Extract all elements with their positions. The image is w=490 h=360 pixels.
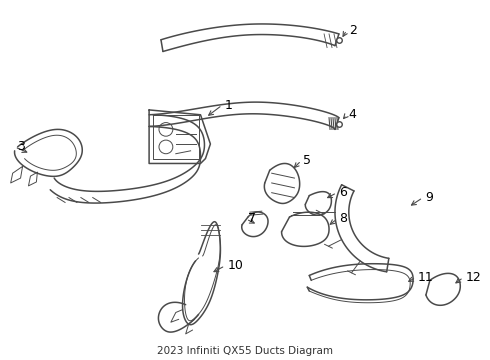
- Text: 2023 Infiniti QX55 Ducts Diagram: 2023 Infiniti QX55 Ducts Diagram: [157, 346, 333, 356]
- Text: 2: 2: [349, 23, 357, 37]
- Text: 12: 12: [466, 271, 481, 284]
- Text: 5: 5: [303, 154, 311, 167]
- Text: 4: 4: [349, 108, 357, 121]
- Text: 3: 3: [17, 140, 24, 153]
- Text: 11: 11: [418, 271, 434, 284]
- Text: 1: 1: [224, 99, 232, 112]
- Text: 7: 7: [248, 212, 256, 225]
- Text: 6: 6: [339, 186, 347, 199]
- Text: 8: 8: [339, 212, 347, 225]
- Text: 9: 9: [425, 191, 433, 204]
- Text: 10: 10: [227, 259, 243, 272]
